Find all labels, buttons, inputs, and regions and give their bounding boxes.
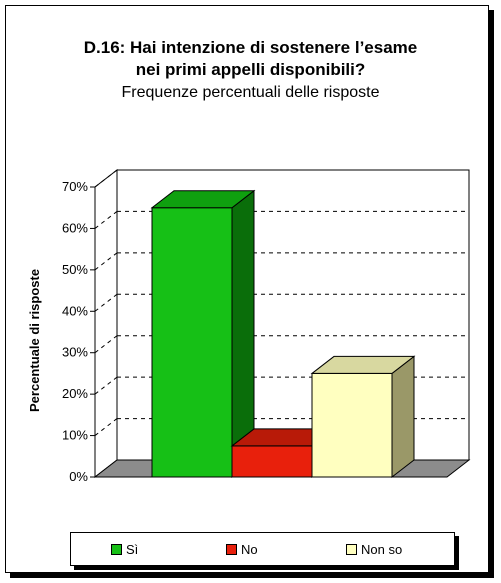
legend-swatch-non-so: [346, 544, 357, 555]
legend-item-non-so: Non so: [346, 542, 402, 557]
y-tick-label: 10%: [62, 428, 88, 443]
y-tick-label: 60%: [62, 220, 88, 235]
y-tick-label: 70%: [62, 179, 88, 194]
bar-side-non-so: [391, 355, 415, 479]
y-axis-label: Percentuale di risposte: [27, 268, 42, 412]
bar-si: [151, 207, 233, 478]
y-tick-label: 40%: [62, 303, 88, 318]
left-wall: [94, 168, 118, 479]
legend-item-si: Sì: [111, 542, 138, 557]
y-tick-label: 0%: [69, 469, 88, 484]
chart-legend: Sì No Non so: [70, 532, 455, 566]
y-tick-label: 50%: [62, 262, 88, 277]
chart-title-line1: D.16: Hai intenzione di sostenere l’esam…: [83, 38, 418, 57]
legend-label-non-so: Non so: [361, 542, 403, 557]
legend-label-si: Sì: [126, 542, 139, 557]
chart-title-line2: nei primi appelli disponibili?: [135, 60, 366, 79]
chart-subtitle: Frequenze percentuali delle risposte: [121, 84, 380, 101]
bar-top-si: [150, 190, 256, 209]
legend-item-no: No: [226, 542, 258, 557]
legend-swatch-no: [226, 544, 237, 555]
bar-non-so: [311, 372, 393, 478]
y-tick-label: 20%: [62, 386, 88, 401]
bar-no: [231, 445, 313, 478]
legend-swatch-si: [111, 544, 122, 555]
legend-label-no: No: [241, 542, 258, 557]
y-tick-label: 30%: [62, 345, 88, 360]
bar-top-non-so: [310, 355, 416, 374]
